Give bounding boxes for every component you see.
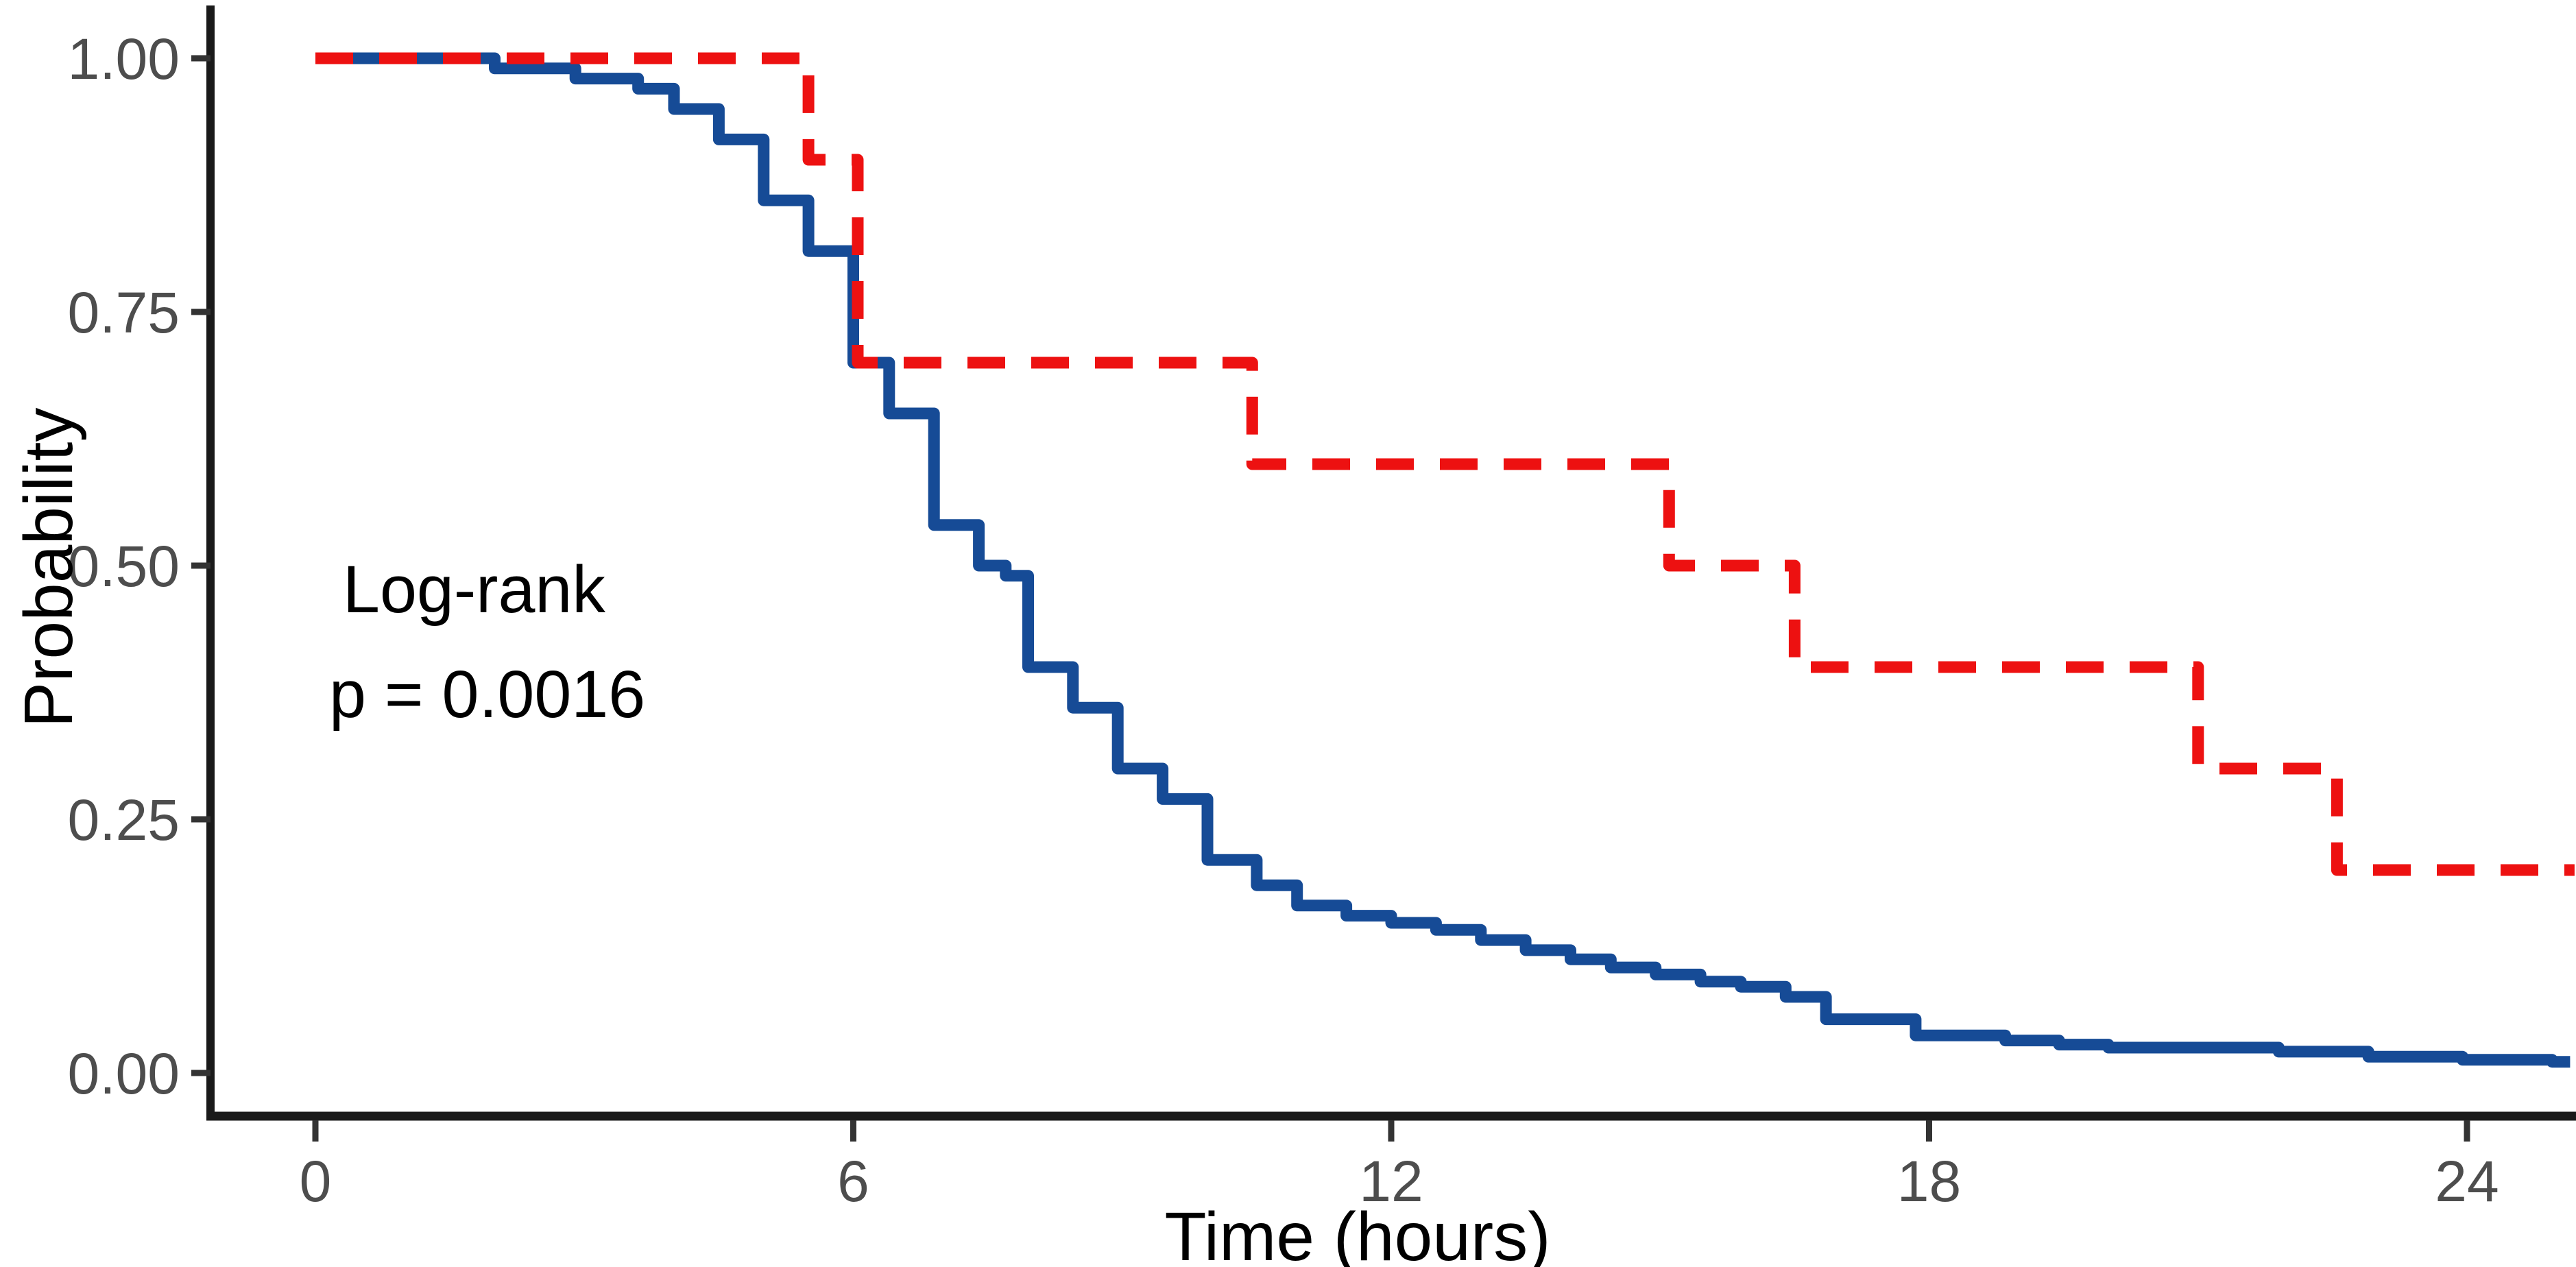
logrank-annotation-line2: p = 0.0016 — [329, 657, 645, 732]
y-tick-label: 0.50 — [68, 534, 180, 599]
x-tick-label: 18 — [1897, 1149, 1961, 1214]
y-tick-label: 0.75 — [68, 280, 180, 345]
x-tick-label: 12 — [1359, 1149, 1423, 1214]
blue-solid-survival-curve — [315, 52, 2571, 1068]
x-tick-label: 6 — [837, 1149, 869, 1214]
y-axis-ticks: 0.00 0.25 0.50 0.75 1.00 — [68, 27, 210, 1106]
red-dashed-survival-curve — [315, 52, 2575, 876]
x-axis-ticks: 0 6 12 18 24 — [300, 1120, 2499, 1214]
y-axis-title: Probability — [10, 408, 87, 728]
y-tick-label: 0.25 — [68, 788, 180, 852]
x-tick-label: 24 — [2435, 1149, 2499, 1214]
x-tick-label: 0 — [300, 1149, 332, 1214]
x-axis-title: Time (hours) — [1164, 1198, 1550, 1267]
logrank-annotation-line1: Log-rank — [343, 552, 605, 627]
y-tick-label: 0.00 — [68, 1041, 180, 1106]
survival-curves — [315, 52, 2575, 1068]
y-tick-label: 1.00 — [68, 27, 180, 91]
